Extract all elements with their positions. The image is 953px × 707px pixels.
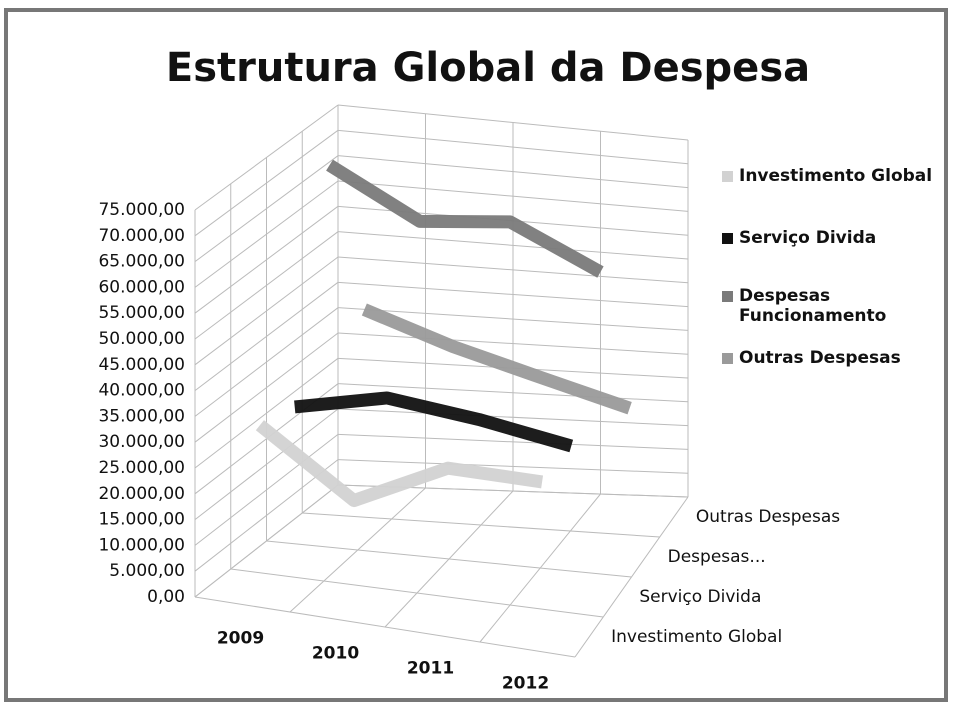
legend-label: Despesas Funcionamento	[739, 286, 887, 326]
x-tick-label: 2012	[502, 674, 549, 694]
legend-swatch	[722, 291, 733, 302]
grid-line	[337, 155, 689, 189]
grid-line	[194, 408, 339, 520]
grid-line	[337, 256, 689, 284]
depth-tick-label: Outras Despesas	[696, 507, 840, 527]
legend-entry: Outras Despesas	[722, 348, 947, 368]
y-tick-label: 20.000,00	[98, 484, 185, 504]
depth-tick-label: Investimento Global	[611, 627, 782, 647]
floor-line	[194, 596, 576, 658]
legend-swatch	[722, 233, 733, 244]
y-tick-label: 5.000,00	[109, 561, 185, 581]
grid-line	[194, 307, 339, 417]
x-tick-label: 2010	[312, 644, 359, 664]
frame	[4, 8, 948, 702]
grid-line	[194, 459, 339, 572]
grid-line	[337, 433, 689, 450]
floor-line	[230, 568, 604, 618]
y-tick-label: 25.000,00	[98, 458, 185, 478]
y-tick-label: 15.000,00	[98, 510, 185, 530]
y-tick-label: 0,00	[147, 587, 185, 607]
depth-tick-label: Serviço Divida	[639, 587, 761, 607]
grid-line	[194, 155, 339, 263]
grid-line	[337, 332, 689, 355]
floor-line	[302, 512, 660, 538]
grid-line	[194, 433, 339, 546]
floor-line	[266, 540, 632, 578]
grid-line	[337, 231, 689, 260]
grid-line	[337, 129, 689, 165]
grid-line	[337, 307, 689, 331]
legend-entry: Serviço Divida	[722, 228, 947, 248]
y-tick-label: 65.000,00	[98, 252, 185, 272]
y-tick-label: 50.000,00	[98, 329, 185, 349]
y-tick-label: 75.000,00	[98, 200, 185, 220]
legend-label: Serviço Divida	[739, 228, 877, 248]
chart-title: Estrutura Global da Despesa	[166, 45, 810, 91]
grid-line	[194, 231, 339, 340]
y-tick-label: 70.000,00	[98, 226, 185, 246]
grid-line	[337, 281, 689, 308]
y-tick-label: 60.000,00	[98, 277, 185, 297]
legend-label: Investimento Global	[739, 166, 933, 186]
grid-line	[194, 357, 339, 469]
grid-line	[194, 104, 339, 211]
depth-tick-label: Despesas...	[668, 547, 766, 567]
y-tick-label: 35.000,00	[98, 406, 185, 426]
x-tick-label: 2009	[217, 629, 264, 649]
series-ribbon	[294, 391, 574, 453]
y-tick-label: 55.000,00	[98, 303, 185, 323]
grid-line	[194, 129, 339, 237]
grid-line	[337, 459, 689, 474]
series-ribbon	[326, 159, 604, 278]
series-ribbon	[255, 420, 544, 508]
x-tick-label: 2011	[407, 659, 454, 679]
y-tick-label: 10.000,00	[98, 535, 185, 555]
grid-line	[337, 104, 689, 141]
y-tick-label: 45.000,00	[98, 355, 185, 375]
y-tick-label: 40.000,00	[98, 381, 185, 401]
series-ribbon	[361, 303, 632, 415]
legend-swatch	[722, 353, 733, 364]
grid-line	[337, 383, 689, 403]
grid-line	[194, 281, 339, 391]
grid-line	[194, 484, 339, 598]
grid-line	[194, 205, 339, 314]
legend-label: Outras Despesas	[739, 348, 901, 368]
legend-swatch	[722, 171, 733, 182]
grid-line	[194, 256, 339, 366]
legend-entry: Investimento Global	[722, 166, 947, 186]
y-tick-label: 30.000,00	[98, 432, 185, 452]
grid-line	[337, 180, 689, 212]
grid-line	[337, 408, 689, 427]
grid-line	[194, 180, 339, 288]
grid-line	[194, 332, 339, 443]
legend-entry: Despesas Funcionamento	[722, 286, 947, 326]
